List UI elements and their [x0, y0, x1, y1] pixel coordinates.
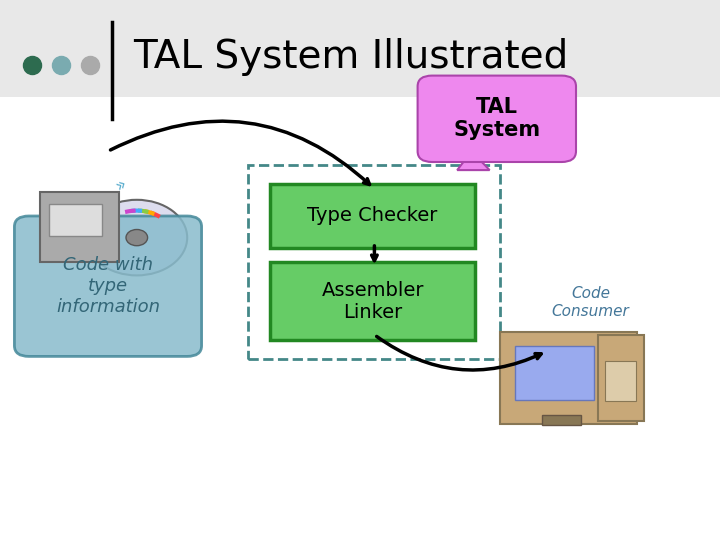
- Text: Code
Consumer: Code Consumer: [552, 286, 629, 319]
- Text: TAL
System: TAL System: [453, 97, 541, 140]
- FancyBboxPatch shape: [270, 262, 475, 340]
- FancyBboxPatch shape: [500, 332, 637, 424]
- Circle shape: [86, 200, 187, 275]
- FancyBboxPatch shape: [605, 361, 636, 401]
- Text: Code with
type
information: Code with type information: [56, 256, 160, 316]
- FancyBboxPatch shape: [418, 76, 576, 162]
- Text: Assembler
Linker: Assembler Linker: [321, 281, 424, 321]
- FancyBboxPatch shape: [542, 415, 581, 425]
- FancyBboxPatch shape: [49, 204, 102, 236]
- Polygon shape: [457, 151, 490, 170]
- Text: Type Checker: Type Checker: [307, 206, 438, 226]
- Text: TAL System Illustrated: TAL System Illustrated: [133, 38, 569, 76]
- FancyBboxPatch shape: [598, 335, 644, 421]
- Circle shape: [126, 230, 148, 246]
- FancyBboxPatch shape: [40, 192, 119, 262]
- FancyBboxPatch shape: [14, 216, 202, 356]
- Text: »: »: [112, 175, 130, 195]
- FancyBboxPatch shape: [515, 346, 594, 400]
- FancyBboxPatch shape: [270, 184, 475, 248]
- FancyBboxPatch shape: [0, 0, 720, 97]
